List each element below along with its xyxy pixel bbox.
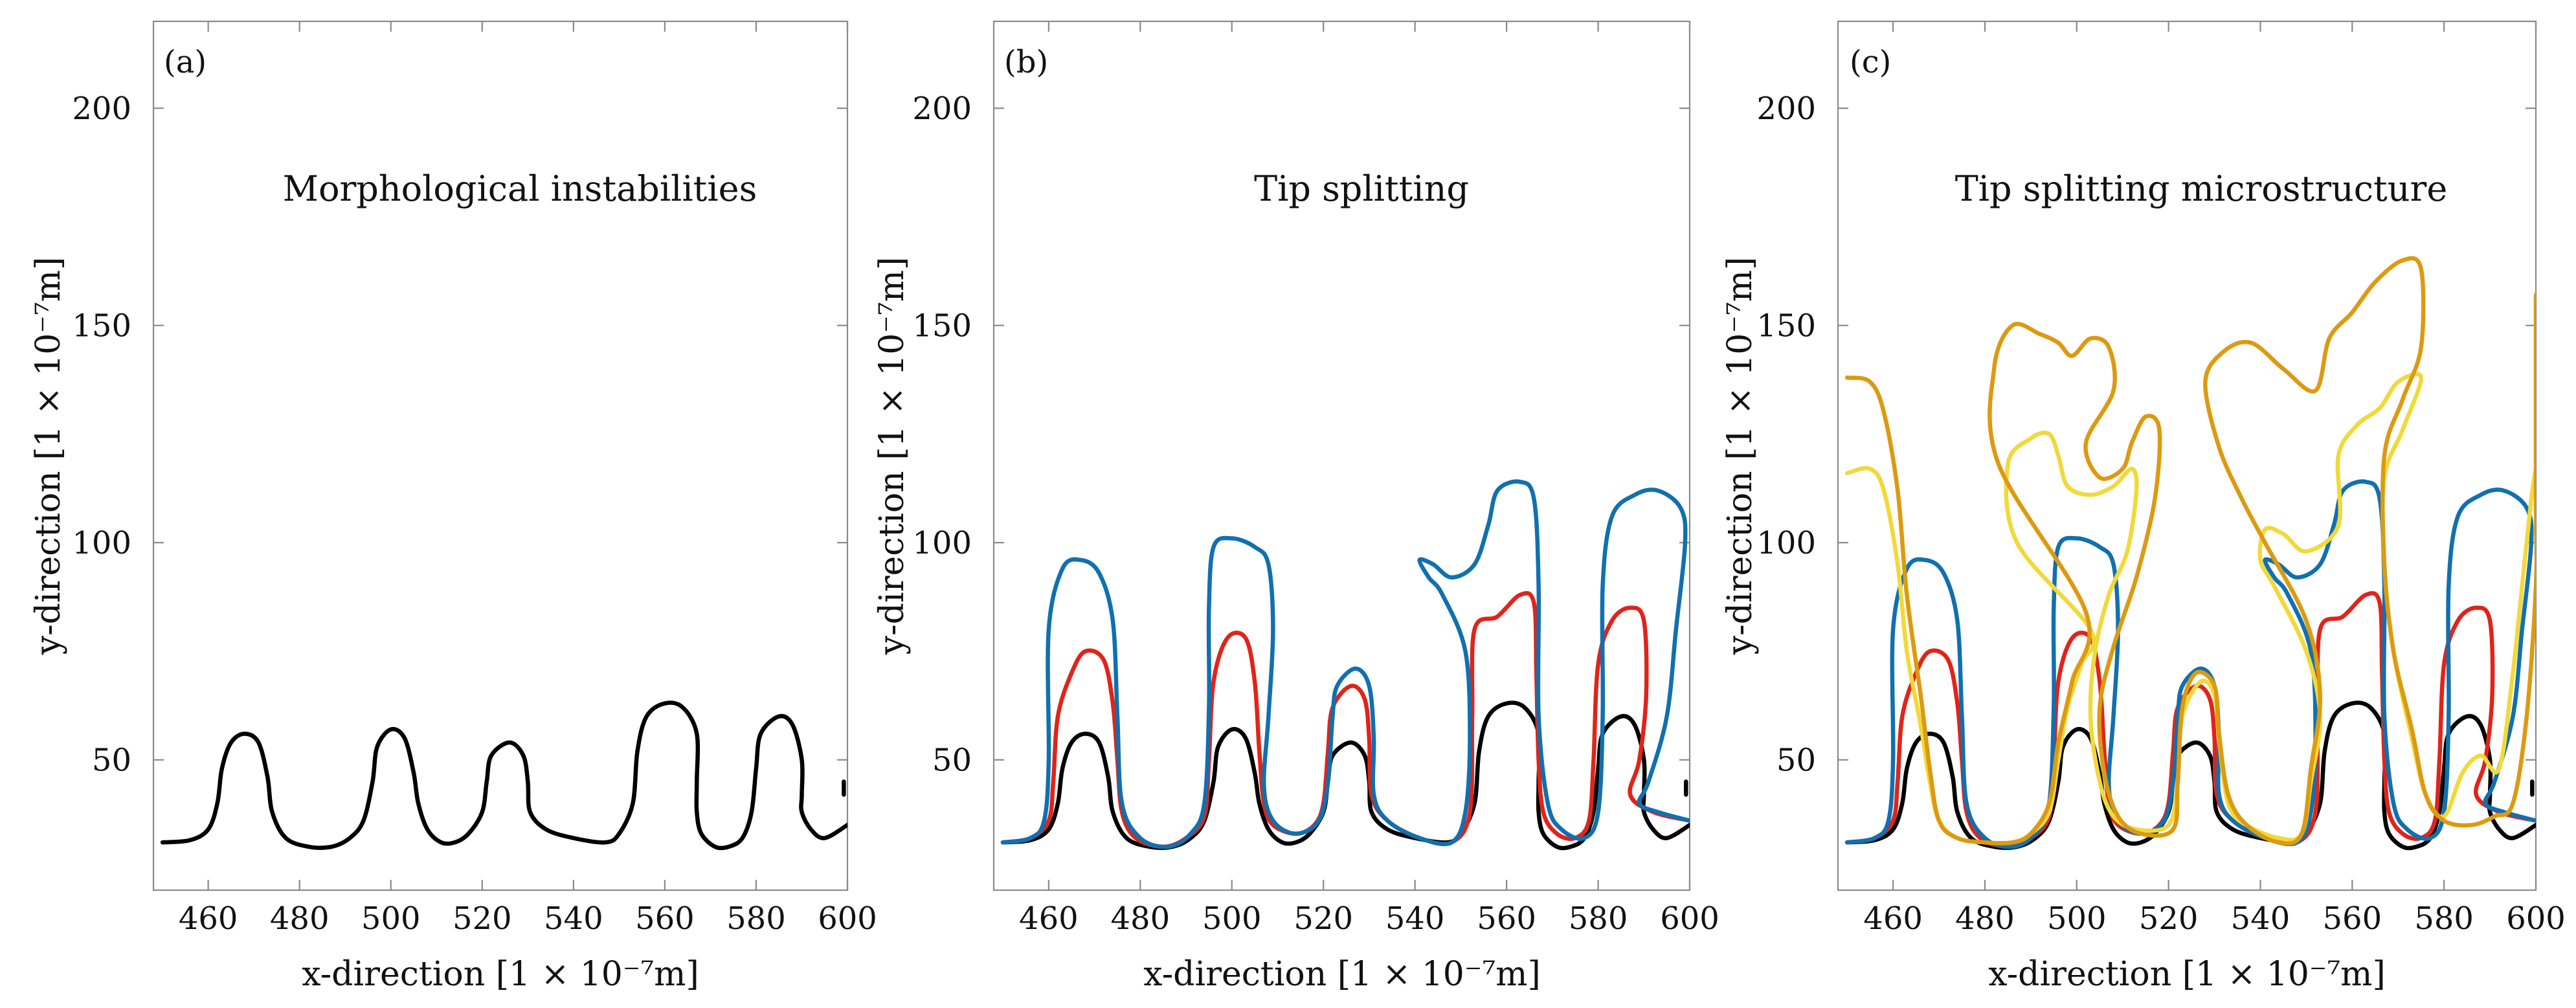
curves-a <box>160 700 847 851</box>
y-tick-label-c-50: 50 <box>1776 743 1816 779</box>
series-c-4-interface-t5 <box>1844 256 2536 846</box>
plot-frame-b <box>992 20 1691 891</box>
series-c-2-interface-t3 <box>1844 479 2536 849</box>
y-tick-label-a-50: 50 <box>92 743 131 779</box>
x-tick-label-c-600: 600 <box>2506 901 2566 937</box>
ticks-b: 460 480 500 520 540 560 580 600 50 100 150 200 <box>912 21 1719 937</box>
x-tick-label-a-560: 560 <box>635 901 695 937</box>
y-tick-label-c-150: 150 <box>1756 308 1816 344</box>
y-tick-label-a-100: 100 <box>72 525 131 561</box>
plot-frame-c <box>1837 20 2537 891</box>
x-tick-label-a-600: 600 <box>818 901 877 937</box>
x-tick-label-c-540: 540 <box>2231 901 2290 937</box>
curves-b <box>1000 479 1690 851</box>
y-tick-label-b-200: 200 <box>912 91 972 127</box>
series-b-0-interface-t1 <box>1000 700 1690 851</box>
ticks-a: 460 480 500 520 540 560 580 600 50 100 150 200 <box>72 21 877 937</box>
panel-a: (a) Morphological instabilities 460 480 50… <box>29 20 877 994</box>
series-c-0-interface-t1 <box>1844 700 2536 851</box>
x-tick-label-b-460: 460 <box>1019 901 1079 937</box>
y-axis-label-a: y-direction [1 × 10⁻⁷m] <box>29 257 68 656</box>
series-a-0-interface-t1 <box>160 700 847 851</box>
x-tick-label-c-500: 500 <box>2047 901 2107 937</box>
x-tick-label-a-540: 540 <box>544 901 603 937</box>
x-tick-label-b-520: 520 <box>1294 901 1353 937</box>
panel-label-c: (c) <box>1850 44 1891 80</box>
x-tick-label-c-560: 560 <box>2323 901 2382 937</box>
panel-title-b: Tip splitting <box>1254 168 1469 209</box>
x-tick-label-c-520: 520 <box>2139 901 2199 937</box>
x-tick-label-a-480: 480 <box>270 901 330 937</box>
panel-b: (b) Tip splitting 460 480 500 520 540 560 580 6… <box>873 20 1719 994</box>
x-tick-label-b-500: 500 <box>1202 901 1262 937</box>
x-tick-label-b-540: 540 <box>1385 901 1445 937</box>
x-axis-label-b: x-direction [1 × 10⁻⁷m] <box>1143 955 1541 994</box>
series-b-1-interface-t2 <box>1000 590 1690 849</box>
panel-title-c: Tip splitting microstructure <box>1955 168 2448 209</box>
x-tick-label-c-460: 460 <box>1863 901 1923 937</box>
series-b-2-interface-t3 <box>1000 479 1690 849</box>
y-tick-label-c-100: 100 <box>1756 525 1816 561</box>
x-tick-label-a-520: 520 <box>453 901 512 937</box>
y-tick-label-b-150: 150 <box>912 308 972 344</box>
y-tick-label-a-200: 200 <box>72 91 131 127</box>
panel-label-a: (a) <box>164 44 207 80</box>
panel-title-a: Morphological instabilities <box>283 168 757 209</box>
y-tick-label-b-100: 100 <box>912 525 972 561</box>
plot-frame-a <box>152 20 849 891</box>
curves-c <box>1844 256 2536 851</box>
x-tick-label-c-480: 480 <box>1955 901 2015 937</box>
x-tick-label-b-580: 580 <box>1569 901 1628 937</box>
y-axis-label-b: y-direction [1 × 10⁻⁷m] <box>873 257 912 656</box>
x-tick-label-c-580: 580 <box>2414 901 2474 937</box>
x-tick-label-b-480: 480 <box>1111 901 1170 937</box>
y-tick-label-a-150: 150 <box>72 308 131 344</box>
x-tick-label-b-600: 600 <box>1660 901 1719 937</box>
x-tick-label-a-500: 500 <box>361 901 421 937</box>
ticks-c: 460 480 500 520 540 560 580 600 50 100 150 200 <box>1756 21 2566 937</box>
y-axis-label-c: y-direction [1 × 10⁻⁷m] <box>1721 257 1760 656</box>
x-tick-label-a-580: 580 <box>726 901 786 937</box>
y-tick-label-b-50: 50 <box>932 743 972 779</box>
x-tick-label-a-460: 460 <box>179 901 238 937</box>
panel-c: (c) Tip splitting microstructure 460 480 5… <box>1721 20 2566 994</box>
y-tick-label-c-200: 200 <box>1756 91 1816 127</box>
x-tick-label-b-560: 560 <box>1477 901 1536 937</box>
x-axis-label-c: x-direction [1 × 10⁻⁷m] <box>1988 955 2386 994</box>
panel-label-b: (b) <box>1004 44 1048 80</box>
x-axis-label-a: x-direction [1 × 10⁻⁷m] <box>302 955 699 994</box>
